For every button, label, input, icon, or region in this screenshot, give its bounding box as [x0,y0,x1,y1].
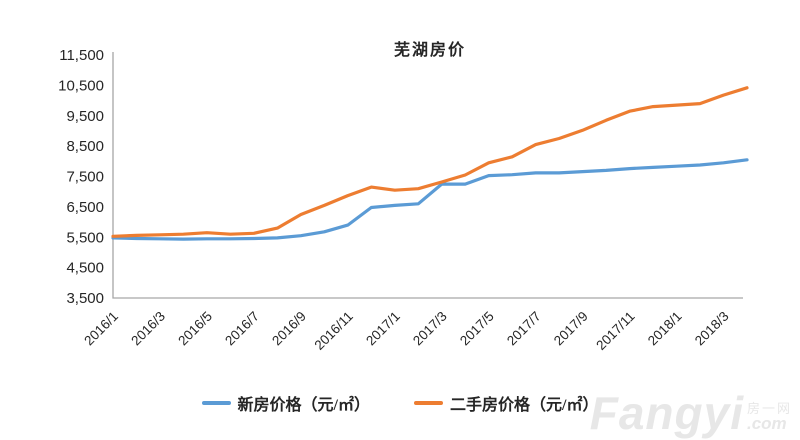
chart-title: 芜湖房价 [393,42,466,59]
x-tick-label: 2017/5 [457,309,497,349]
x-tick-label: 2017/9 [551,309,591,349]
x-tick-label: 2018/1 [645,309,685,349]
legend-swatch-secondhand-house [414,401,443,405]
x-tick-label: 2016/3 [128,309,168,349]
watermark-com-text: .com [746,414,787,433]
x-tick-label: 2018/3 [692,309,732,349]
watermark-cn-text: 房一网 [746,401,792,416]
legend-item-new-house: 新房价格（元/㎡） [201,391,370,415]
x-tick-label: 2016/11 [312,309,356,353]
legend: 新房价格（元/㎡） 二手房价格（元/㎡） [0,388,800,418]
y-tick-label: 11,500 [59,47,104,64]
legend-swatch-new-house [201,401,231,405]
y-tick-label: 9,500 [66,108,104,125]
series-line-secondhand-house [111,86,749,238]
x-tick-label: 2017/3 [410,309,450,349]
watermark-side: 房一网 .com [747,402,792,436]
watermark-logo: Fangyi 房一网 .com [590,390,792,436]
watermark-text: Fangyi [589,387,744,439]
y-tick-label: 6,500 [66,199,104,216]
x-tick-label: 2016/1 [81,309,121,349]
y-tick-label: 4,500 [66,260,104,277]
x-tick-label: 2016/9 [269,309,309,349]
x-tick-label: 2017/7 [504,309,544,349]
y-tick-label: 3,500 [66,290,104,307]
legend-label-new-house: 新房价格（元/㎡） [237,397,370,414]
series-line-new-house [111,158,749,241]
x-tick-label: 2016/7 [222,309,262,349]
x-tick-label: 2017/11 [593,309,637,353]
axis-lines [112,52,743,299]
y-tick-label: 8,500 [66,138,104,155]
x-tick-label: 2016/5 [175,309,215,349]
legend-label-secondhand-house: 二手房价格（元/㎡） [450,397,599,414]
x-tick-label: 2017/1 [363,309,403,349]
y-tick-label: 5,500 [66,229,104,246]
y-tick-label: 7,500 [66,169,104,186]
y-tick-label: 10,500 [58,77,104,94]
legend-item-secondhand-house: 二手房价格（元/㎡） [414,391,598,415]
